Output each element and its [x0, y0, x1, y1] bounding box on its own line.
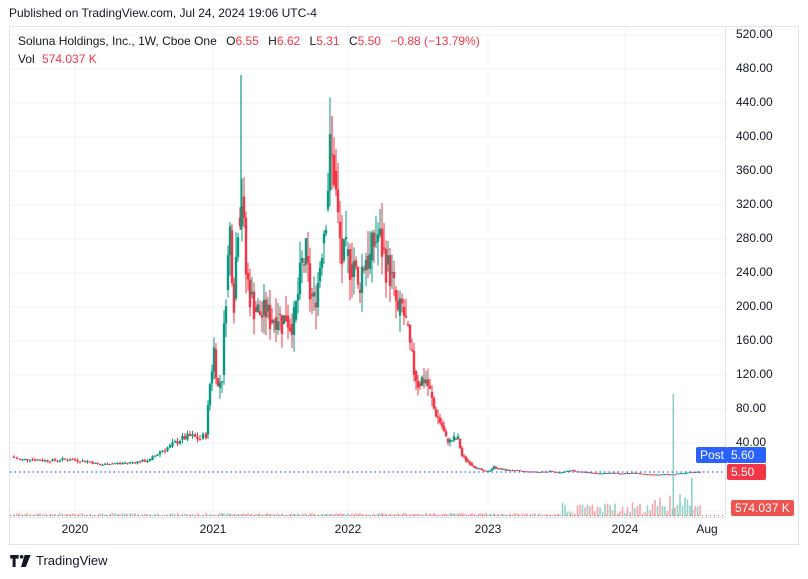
open-label: O [226, 34, 236, 48]
published-info: Published on TradingView.com, Jul 24, 20… [9, 6, 317, 20]
time-tick-label: 2023 [474, 522, 502, 536]
volume-label: Vol [18, 52, 35, 66]
tradingview-logo-icon [10, 554, 31, 567]
post-price-badge: 5.60 [727, 447, 766, 463]
brand-name: TradingView [36, 553, 108, 568]
last-price-badge: 5.50 [727, 464, 766, 480]
low-label: L [309, 34, 317, 48]
price-tick-label: 400.00 [736, 129, 773, 143]
tradingview-logo[interactable]: TradingView [10, 553, 108, 568]
ohlc-row: Soluna Holdings, Inc., 1W, Cboe One O6.5… [18, 32, 480, 50]
price-tick-label: 120.00 [736, 367, 773, 381]
close-value: 5.50 [357, 34, 381, 48]
volume-badge: 574.037 K [731, 500, 794, 516]
price-tick-label: 320.00 [736, 197, 773, 211]
price-tick-label: 160.00 [736, 333, 773, 347]
volume-row: Vol 574.037 K [18, 50, 480, 68]
price-tick-label: 280.00 [736, 231, 773, 245]
volume-value: 574.037 K [42, 52, 97, 66]
price-tick-label: 520.00 [736, 27, 773, 41]
price-tick-label: 480.00 [736, 61, 773, 75]
low-value: 5.31 [316, 34, 340, 48]
change-value: −0.88 (−13.79%) [390, 34, 480, 48]
price-tick-label: 360.00 [736, 163, 773, 177]
post-label-badge: Post [696, 447, 729, 463]
open-value: 6.55 [235, 34, 259, 48]
time-tick-label: 2024 [611, 522, 639, 536]
price-tick-label: 240.00 [736, 265, 773, 279]
close-label: C [348, 34, 358, 48]
chart-frame [9, 26, 799, 545]
time-tick-label: Aug [696, 522, 718, 536]
time-tick-label: 2021 [199, 522, 227, 536]
symbol-title: Soluna Holdings, Inc., 1W, Cboe One [18, 34, 217, 48]
price-tick-label: 40.00 [736, 435, 767, 449]
chart-legend: Soluna Holdings, Inc., 1W, Cboe One O6.5… [18, 32, 480, 68]
time-tick-label: 2020 [61, 522, 89, 536]
time-tick-label: 2022 [334, 522, 362, 536]
price-tick-label: 80.00 [736, 401, 767, 415]
price-tick-label: 440.00 [736, 95, 773, 109]
high-label: H [268, 34, 277, 48]
price-tick-label: 200.00 [736, 299, 773, 313]
high-value: 6.62 [276, 34, 301, 48]
